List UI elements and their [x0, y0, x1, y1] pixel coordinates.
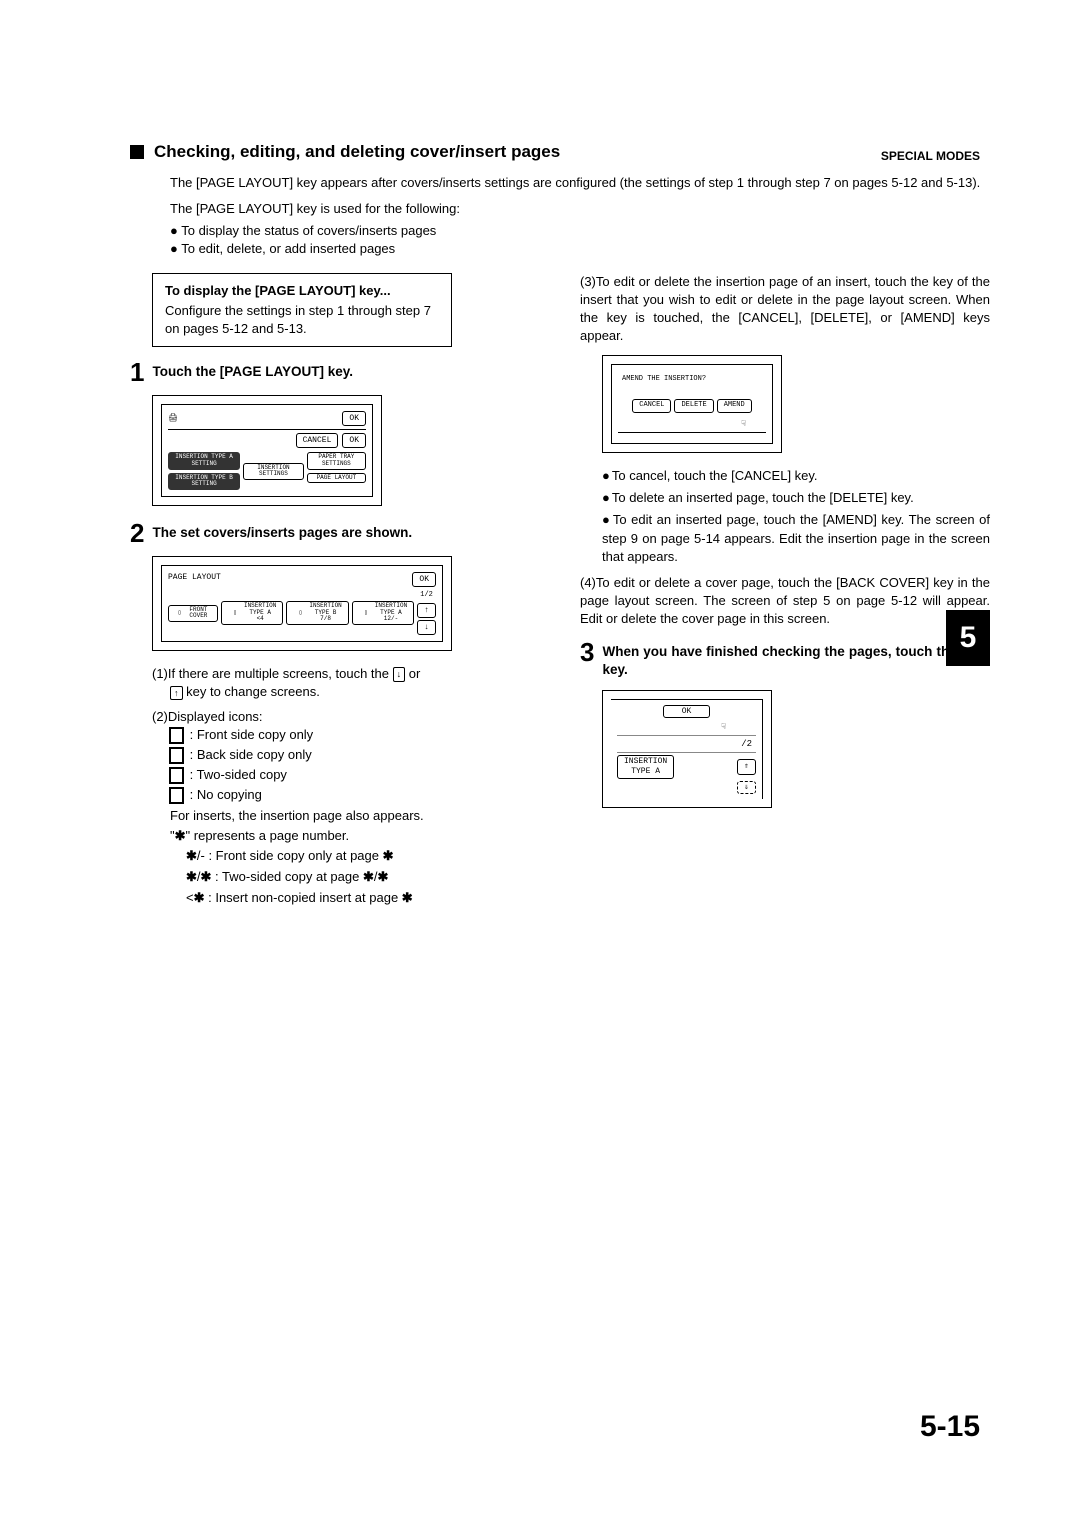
icon-legend-3: : Two-sided copy: [170, 766, 540, 784]
legend-line-3: <✱ : Insert non-copied insert at page ✱: [186, 889, 540, 907]
section-title-text: Checking, editing, and deleting cover/in…: [154, 140, 560, 164]
cancel-button[interactable]: CANCEL: [632, 399, 671, 413]
square-bullet-icon: [130, 145, 144, 159]
icon-legend-2: : Back side copy only: [170, 746, 540, 764]
intro-p2: The [PAGE LAYOUT] key is used for the fo…: [170, 200, 990, 218]
right-bullet-2: To delete an inserted page, touch the [D…: [602, 489, 990, 507]
figure-page-layout-list: PAGE LAYOUT OK ▯ FRONT COVER ▯ INSERTION…: [152, 556, 452, 651]
insertion-card-3[interactable]: ▯ INSERTIONTYPE A12/-: [352, 601, 414, 625]
section-title: Checking, editing, and deleting cover/in…: [130, 140, 990, 164]
star-icon: ✱: [175, 828, 186, 843]
info-box: To display the [PAGE LAYOUT] key... Conf…: [152, 273, 452, 348]
note-3a: For inserts, the insertion page also app…: [170, 807, 540, 825]
insertion-type-button[interactable]: INSERTIONTYPE A: [617, 755, 674, 778]
step-1-title: Touch the [PAGE LAYOUT] key.: [152, 359, 353, 385]
two-sided-icon: [170, 768, 183, 783]
paragraph-4: (4)To edit or delete a cover page, touch…: [580, 574, 990, 629]
note-3b: "✱" represents a page number.: [170, 827, 540, 845]
step-2: 2 The set covers/inserts pages are shown…: [130, 520, 540, 546]
pointer-icon: ☟: [617, 722, 756, 733]
icon-legend-1: : Front side copy only: [170, 726, 540, 744]
down-arrow-icon: ↓: [393, 667, 406, 682]
page-count: 1/2: [420, 591, 433, 601]
note-2: (2)Displayed icons:: [152, 708, 540, 726]
front-copy-icon: [170, 728, 183, 743]
insertion-b-button[interactable]: INSERTION TYPE B SETTING: [168, 473, 240, 490]
right-bullet-3: To edit an inserted page, touch the [AME…: [602, 511, 990, 566]
icon-legend-4: : No copying: [170, 786, 540, 804]
step-2-title: The set covers/inserts pages are shown.: [152, 520, 412, 546]
ok-button-2[interactable]: OK: [342, 433, 366, 448]
page-layout-button[interactable]: PAGE LAYOUT: [307, 473, 366, 484]
amend-title: AMEND THE INSERTION?: [622, 375, 766, 385]
figure-page-layout-dialog: 🖨 OK CANCEL OK INSERTION TYPE A SETTING …: [152, 395, 382, 506]
ok-button[interactable]: OK: [342, 411, 366, 426]
insertion-card-1[interactable]: ▯ INSERTIONTYPE A<4: [221, 601, 283, 625]
right-column: (3)To edit or delete the insertion page …: [580, 273, 990, 911]
chapter-tab: 5: [946, 610, 990, 666]
right-bullet-1: To cancel, touch the [CANCEL] key.: [602, 467, 990, 485]
no-copy-icon: [170, 788, 183, 803]
legend-line-1: ✱/- : Front side copy only at page ✱: [186, 847, 540, 865]
page-icon: ▯: [359, 610, 373, 617]
insertion-a-button[interactable]: INSERTION TYPE A SETTING: [168, 452, 240, 469]
page-indicator: /2: [741, 738, 752, 751]
down-arrow-button[interactable]: ↓: [417, 620, 436, 635]
pointer-icon: ☟: [618, 419, 766, 430]
right-bullets: To cancel, touch the [CANCEL] key. To de…: [602, 467, 990, 566]
step-2-num: 2: [130, 520, 144, 546]
page-icon: ▯: [175, 610, 184, 617]
down-arrow-button[interactable]: ⇓: [737, 781, 756, 794]
note-1: (1)If there are multiple screens, touch …: [152, 665, 540, 701]
up-arrow-button[interactable]: ⇑: [737, 759, 756, 774]
step-3-num: 3: [580, 639, 594, 681]
figure-amend-dialog: AMEND THE INSERTION? CANCEL DELETE AMEND…: [602, 355, 782, 453]
step-1-num: 1: [130, 359, 144, 385]
page-icon: ▯: [293, 610, 307, 617]
header-category: SPECIAL MODES: [881, 148, 980, 165]
step-1: 1 Touch the [PAGE LAYOUT] key.: [130, 359, 540, 385]
front-cover-button[interactable]: ▯ FRONT COVER: [168, 605, 218, 622]
back-copy-icon: [170, 748, 183, 763]
page-icon: ▯: [228, 610, 242, 617]
insertion-card-2[interactable]: ▯ INSERTIONTYPE B7/8: [286, 601, 348, 625]
intro-bullets: To display the status of covers/inserts …: [170, 222, 990, 258]
left-column: To display the [PAGE LAYOUT] key... Conf…: [130, 273, 540, 911]
intro-bullet-2: To edit, delete, or add inserted pages: [170, 240, 990, 258]
step-3: 3 When you have finished checking the pa…: [580, 639, 990, 681]
legend-line-2: ✱/✱ : Two-sided copy at page ✱/✱: [186, 868, 540, 886]
paragraph-3: (3)To edit or delete the insertion page …: [580, 273, 990, 346]
ok-button[interactable]: OK: [412, 572, 436, 587]
delete-button[interactable]: DELETE: [674, 399, 713, 413]
insertion-settings-button[interactable]: INSERTION SETTINGS: [243, 463, 304, 480]
info-box-body: Configure the settings in step 1 through…: [165, 302, 439, 338]
ok-button[interactable]: OK: [663, 705, 711, 718]
figure-ok-dialog: OK ☟ /2 INSERTIONTYPE A ⇑ ⇓: [602, 690, 772, 807]
fig2-title: PAGE LAYOUT: [168, 572, 221, 587]
intro-p1: The [PAGE LAYOUT] key appears after cove…: [170, 174, 990, 192]
intro-bullet-1: To display the status of covers/inserts …: [170, 222, 990, 240]
up-arrow-icon: ↑: [170, 686, 183, 701]
page-number: 5-15: [920, 1406, 980, 1448]
paper-tray-button[interactable]: PAPER TRAY SETTINGS: [307, 452, 366, 469]
cancel-button[interactable]: CANCEL: [296, 433, 339, 448]
up-arrow-button[interactable]: ↑: [417, 603, 436, 618]
info-box-title: To display the [PAGE LAYOUT] key...: [165, 282, 439, 300]
amend-button[interactable]: AMEND: [717, 399, 752, 413]
step-3-title: When you have finished checking the page…: [602, 639, 990, 681]
printer-icon: 🖨: [168, 413, 178, 424]
